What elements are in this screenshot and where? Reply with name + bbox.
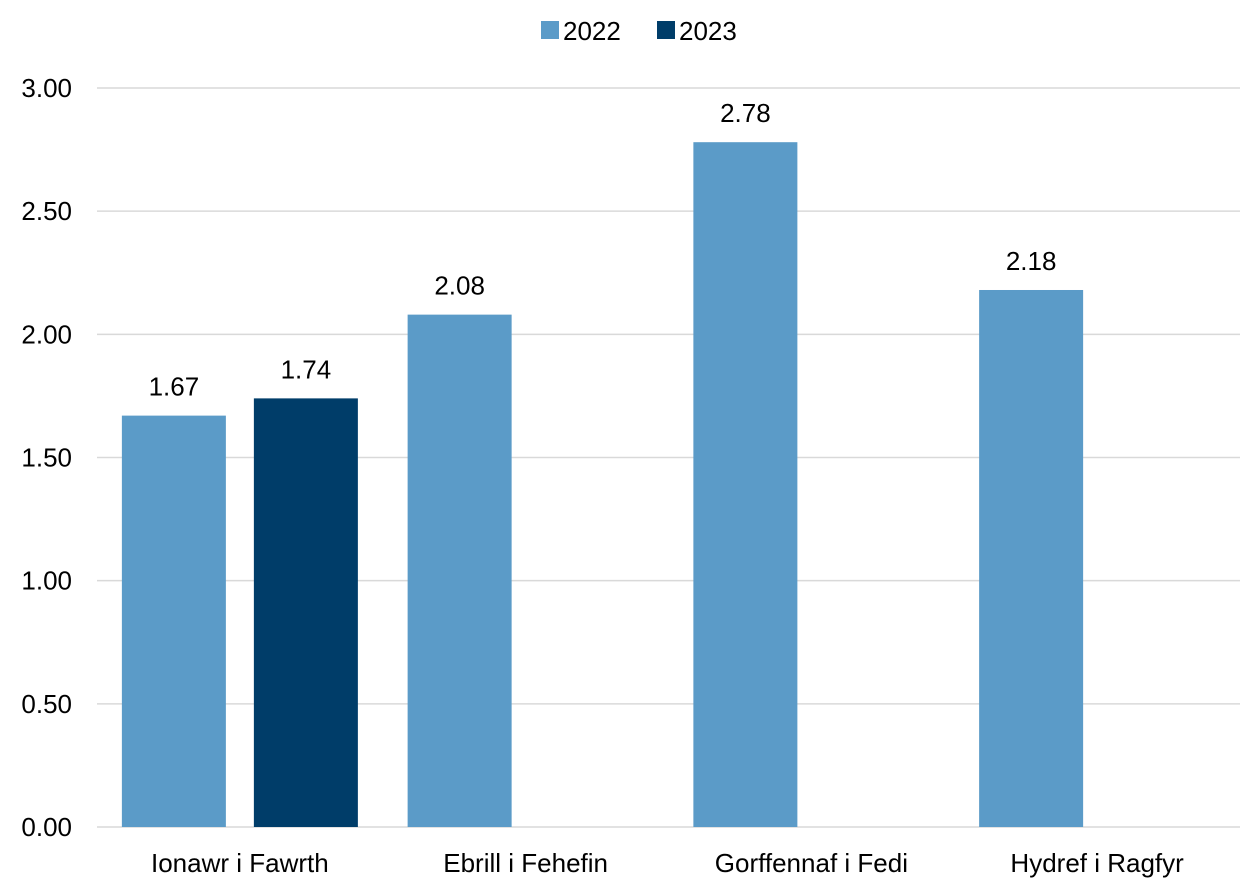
y-tick-label: 2.50 [21,196,72,226]
bar [121,415,226,827]
legend: 2022 2023 [541,16,737,46]
bar [693,142,798,827]
y-axis-ticks: 0.00 0.50 1.00 1.50 2.00 2.50 3.00 [21,73,72,842]
y-tick-label: 3.00 [21,73,72,103]
y-tick-label: 1.50 [21,443,72,473]
x-tick-label: Gorffennaf i Fedi [715,848,908,878]
data-label: 2.08 [434,271,485,301]
y-tick-label: 0.00 [21,812,72,842]
bar [407,314,512,827]
data-label: 1.67 [149,372,200,402]
y-tick-label: 2.00 [21,319,72,349]
data-labels: 1.67 1.74 2.08 2.78 2.18 [149,98,1057,401]
x-axis-ticks: Ionawr i Fawrth Ebrill i Fehefin Gorffenna… [151,848,1184,878]
legend-label-2022: 2022 [563,16,621,46]
legend-swatch-2023 [657,21,675,39]
legend-label-2023: 2023 [679,16,737,46]
x-tick-label: Ionawr i Fawrth [151,848,329,878]
bar [253,398,358,827]
bars [121,142,1084,827]
bar [979,289,1084,827]
x-tick-label: Hydref i Ragfyr [1010,848,1184,878]
x-tick-label: Ebrill i Fehefin [443,848,608,878]
y-tick-label: 0.50 [21,689,72,719]
data-label: 2.78 [720,98,771,128]
data-label: 1.74 [281,354,332,384]
data-label: 2.18 [1006,246,1057,276]
y-tick-label: 1.00 [21,566,72,596]
legend-swatch-2022 [541,21,559,39]
